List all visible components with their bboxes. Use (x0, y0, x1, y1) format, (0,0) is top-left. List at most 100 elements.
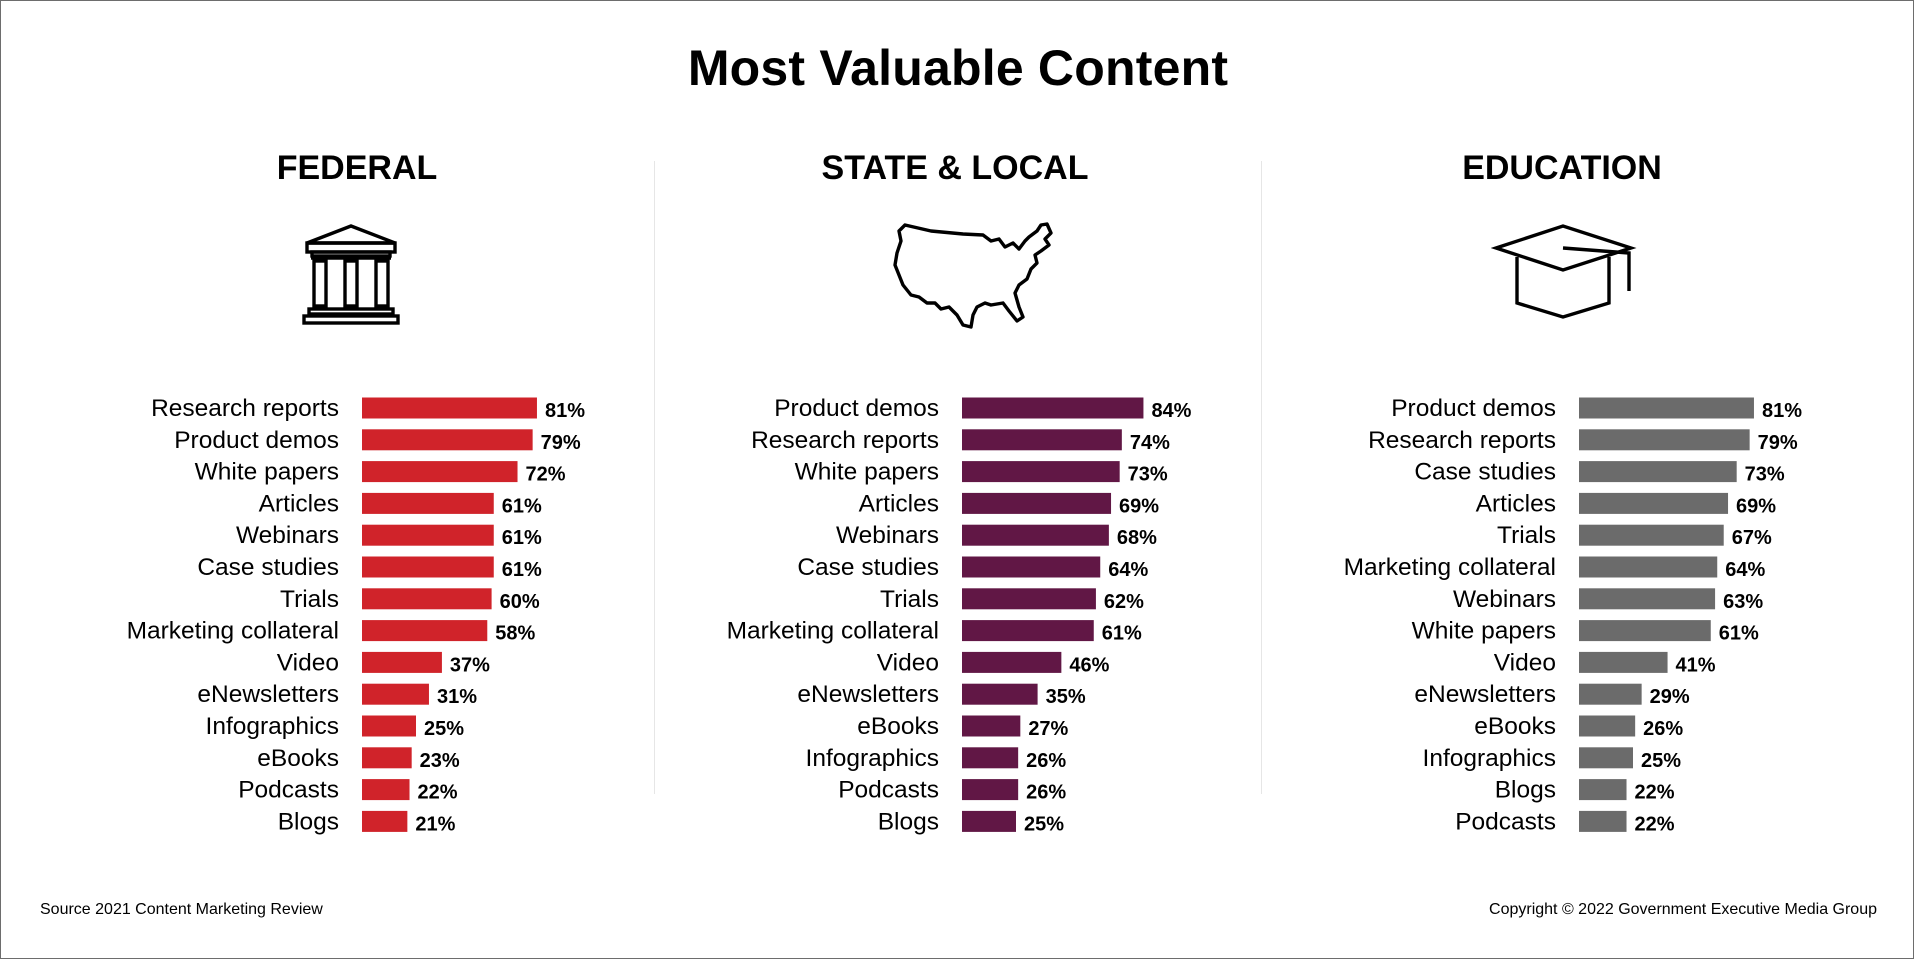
state-local-bar (962, 429, 1122, 451)
education-bar (1579, 461, 1737, 483)
us-map-icon (893, 222, 1053, 329)
education-bar (1579, 524, 1724, 546)
state-local-bar (962, 461, 1120, 483)
state-local-bar (962, 683, 1038, 705)
state-local-value-label: 27% (1028, 718, 1068, 740)
federal-category-label: Video (277, 649, 339, 676)
state-local-value-label: 73% (1128, 464, 1168, 486)
federal-value-label: 61% (502, 495, 542, 517)
federal-value-label: 81% (545, 400, 585, 422)
federal-category-label: Product demos (174, 427, 339, 454)
education-bar (1579, 620, 1711, 642)
federal-value-label: 25% (424, 718, 464, 740)
education-bar (1579, 683, 1642, 705)
federal-value-label: 72% (526, 464, 566, 486)
federal-value-label: 61% (502, 559, 542, 581)
education-value-label: 81% (1762, 400, 1802, 422)
education-category-label: Marketing collateral (1344, 554, 1556, 581)
education-value-label: 73% (1745, 464, 1785, 486)
federal-panel-title: FEDERAL (276, 149, 438, 187)
state-local-category-label: Podcasts (838, 777, 939, 804)
education-bar (1579, 556, 1718, 578)
state-local-category-label: Product demos (774, 395, 939, 422)
state-local-value-label: 69% (1119, 495, 1159, 517)
education-bar (1579, 715, 1636, 737)
government-building-icon (302, 224, 400, 325)
federal-value-label: 23% (420, 750, 460, 772)
education-bar (1579, 429, 1750, 451)
education-category-label: eNewsletters (1414, 681, 1556, 708)
education-value-label: 26% (1643, 718, 1683, 740)
state-local-bar (962, 747, 1019, 769)
federal-category-label: Podcasts (238, 777, 339, 804)
federal-category-label: Case studies (197, 554, 339, 581)
education-bar (1579, 397, 1754, 419)
federal-bar (362, 588, 492, 610)
federal-bar (362, 461, 518, 483)
federal-category-label: Articles (259, 490, 339, 517)
education-value-label: 25% (1641, 750, 1681, 772)
state-local-bar (962, 651, 1062, 673)
education-category-label: Video (1494, 649, 1556, 676)
education-value-label: 29% (1650, 686, 1690, 708)
education-panel-title: EDUCATION (1462, 149, 1662, 187)
education-value-label: 22% (1635, 813, 1675, 835)
state-local-bar (962, 492, 1112, 514)
education-value-label: 22% (1635, 782, 1675, 804)
education-bar (1579, 779, 1627, 801)
education-category-label: Product demos (1391, 395, 1556, 422)
federal-value-label: 21% (415, 813, 455, 835)
education-bar (1579, 810, 1627, 832)
state-local-bar (962, 620, 1094, 642)
federal-category-label: eBooks (257, 745, 339, 772)
state-local-category-label: Infographics (806, 745, 939, 772)
education-category-label: Case studies (1414, 459, 1556, 486)
education-value-label: 61% (1719, 623, 1759, 645)
education-category-label: Infographics (1423, 745, 1556, 772)
panel-divider (654, 161, 655, 794)
panel-divider (1261, 161, 1262, 794)
state-local-bar (962, 779, 1019, 801)
state-local-bar (962, 556, 1101, 578)
education-category-label: Podcasts (1455, 808, 1556, 835)
state-local-bar (962, 810, 1016, 832)
federal-category-label: Marketing collateral (127, 618, 339, 645)
federal-bar (362, 651, 442, 673)
state-local-bar (962, 524, 1109, 546)
education-value-label: 63% (1723, 591, 1763, 613)
state-local-value-label: 84% (1151, 400, 1191, 422)
state-local-value-label: 68% (1117, 527, 1157, 549)
state-local-category-label: Blogs (878, 808, 939, 835)
state-local-category-label: eBooks (857, 713, 939, 740)
federal-value-label: 37% (450, 654, 490, 676)
education-value-label: 41% (1676, 654, 1716, 676)
federal-value-label: 22% (418, 782, 458, 804)
education-value-label: 64% (1725, 559, 1765, 581)
federal-category-label: Blogs (278, 808, 339, 835)
state-local-value-label: 61% (1102, 623, 1142, 645)
state-local-category-label: White papers (795, 459, 939, 486)
chart-title: Most Valuable Content (687, 40, 1229, 96)
education-value-label: 69% (1736, 495, 1776, 517)
federal-category-label: White papers (195, 459, 339, 486)
federal-category-label: Research reports (151, 395, 339, 422)
state-local-bar (962, 397, 1144, 419)
graduation-cap-icon (1491, 224, 1637, 319)
federal-value-label: 61% (502, 527, 542, 549)
education-bar (1579, 588, 1716, 610)
state-local-value-label: 25% (1024, 813, 1064, 835)
federal-category-label: Trials (280, 586, 339, 613)
federal-bar (362, 492, 494, 514)
source-note: Source 2021 Content Marketing Review (40, 901, 323, 918)
federal-bar (362, 556, 494, 578)
education-value-label: 79% (1758, 432, 1798, 454)
state-local-category-label: Case studies (797, 554, 939, 581)
state-local-value-label: 64% (1108, 559, 1148, 581)
federal-bar (362, 747, 412, 769)
state-local-value-label: 74% (1130, 432, 1170, 454)
federal-bar (362, 810, 408, 832)
state-local-value-label: 26% (1026, 750, 1066, 772)
federal-value-label: 79% (541, 432, 581, 454)
